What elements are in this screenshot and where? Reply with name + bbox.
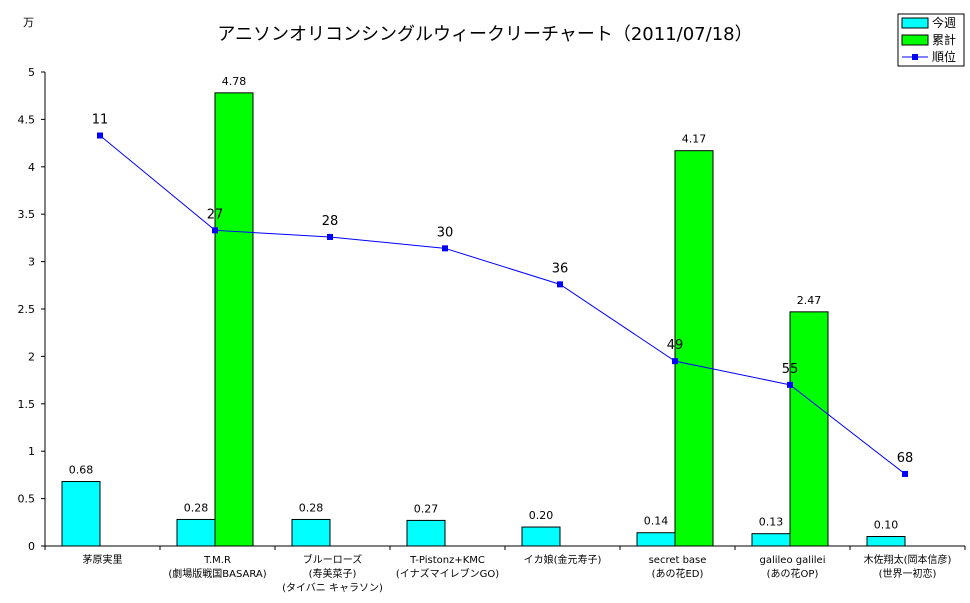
category-label: (劇場版戦国BASARA) (168, 567, 266, 580)
rank-label: 36 (552, 261, 569, 276)
legend-label-weekly: 今週 (932, 15, 956, 30)
category-label: T.M.R (203, 555, 231, 566)
bar-weekly (176, 518, 216, 547)
category-label: (あの花ED) (652, 567, 704, 580)
category-label: (あの花OP) (767, 567, 819, 580)
category-label: T-Pistonz+KMC (409, 555, 485, 566)
y-tick-label: 3.5 (18, 208, 36, 221)
rank-point (327, 233, 333, 240)
y-tick-label: 5 (28, 66, 35, 79)
data-label-weekly: 0.13 (759, 516, 784, 529)
rank-point (212, 227, 218, 234)
y-tick-label: 0.5 (18, 493, 36, 506)
y-tick-label: 1 (28, 445, 35, 458)
legend-swatch-cumulative (901, 34, 929, 46)
data-labels: 0.68 0.28 4.78 0.28 0.27 0.20 0.14 4.17 0.13 2.47… (69, 75, 914, 532)
legend-label-cumulative: 累計 (932, 32, 956, 47)
data-label-weekly: 0.28 (299, 501, 324, 514)
rank-point (442, 245, 448, 252)
rank-point (97, 132, 103, 139)
data-label-weekly: 0.68 (69, 464, 94, 477)
bar-weekly (866, 536, 906, 547)
y-tick-label: 3 (28, 256, 35, 269)
category-label: (世界一初恋) (879, 567, 937, 580)
bar-cumulative (674, 150, 714, 547)
rank-label: 49 (667, 338, 684, 353)
data-label-cumulative: 4.78 (222, 75, 247, 88)
data-label-weekly: 0.28 (184, 501, 209, 514)
category-label: secret base (649, 555, 707, 566)
data-label-cumulative: 2.47 (797, 294, 822, 307)
y-unit-label: 万 (23, 16, 34, 29)
category-label: 茅原実里 (83, 553, 123, 566)
bar-weekly (406, 519, 446, 547)
rank-label: 30 (437, 225, 454, 240)
rank-label: 11 (92, 113, 109, 128)
data-label-cumulative: 4.17 (682, 133, 707, 146)
rank-line-series (97, 132, 908, 477)
y-tick-label: 0 (28, 540, 35, 553)
rank-point (557, 281, 563, 288)
legend-swatch-rank-marker (912, 54, 918, 60)
bar-weekly (636, 532, 676, 547)
legend-swatch-weekly (901, 17, 929, 29)
rank-label: 28 (322, 214, 339, 229)
rank-label: 68 (897, 451, 914, 466)
rank-line (99, 135, 906, 475)
rank-label: 55 (782, 362, 799, 377)
bar-cumulative (214, 92, 254, 547)
y-axis: 0 0.5 1 1.5 2 2.5 3 3.5 4 4.5 5 (18, 66, 46, 553)
data-label-weekly: 0.20 (529, 509, 554, 522)
bar-weekly (61, 481, 101, 547)
bar-weekly (521, 526, 561, 547)
bar-series (61, 92, 906, 547)
bar-weekly (291, 518, 331, 547)
data-label-weekly: 0.27 (414, 502, 439, 515)
category-label: (イナズマイレブンGO) (396, 567, 499, 580)
rank-point (787, 381, 793, 388)
rank-label: 27 (207, 207, 224, 222)
y-tick-label: 1.5 (18, 398, 36, 411)
y-tick-label: 2.5 (18, 303, 36, 316)
legend-label-rank: 順位 (932, 49, 956, 64)
category-label: ブルーローズ (303, 553, 363, 566)
y-tick-label: 4 (28, 161, 35, 174)
data-label-weekly: 0.10 (874, 519, 899, 532)
y-tick-label: 4.5 (18, 113, 36, 126)
category-label: イカ娘(金元寿子) (524, 553, 602, 566)
category-label: (寿美菜子) (309, 567, 357, 580)
category-label: 木佐翔太(岡本信彦) (864, 553, 952, 566)
data-label-weekly: 0.14 (644, 515, 669, 528)
chart-title: アニソンオリコンシングルウィークリーチャート（2011/07/18） (217, 24, 752, 45)
bar-weekly (751, 533, 791, 547)
y-tick-label: 2 (28, 350, 35, 363)
x-axis: 茅原実里 T.M.R(劇場版戦国BASARA) ブルーローズ(寿美菜子) (タイバニ … (44, 545, 966, 594)
category-label: (タイバニ キャラソン) (282, 582, 383, 594)
rank-point (902, 470, 908, 477)
rank-point (672, 358, 678, 365)
category-label: galileo galilei (759, 555, 825, 566)
bar-cumulative (789, 311, 829, 547)
